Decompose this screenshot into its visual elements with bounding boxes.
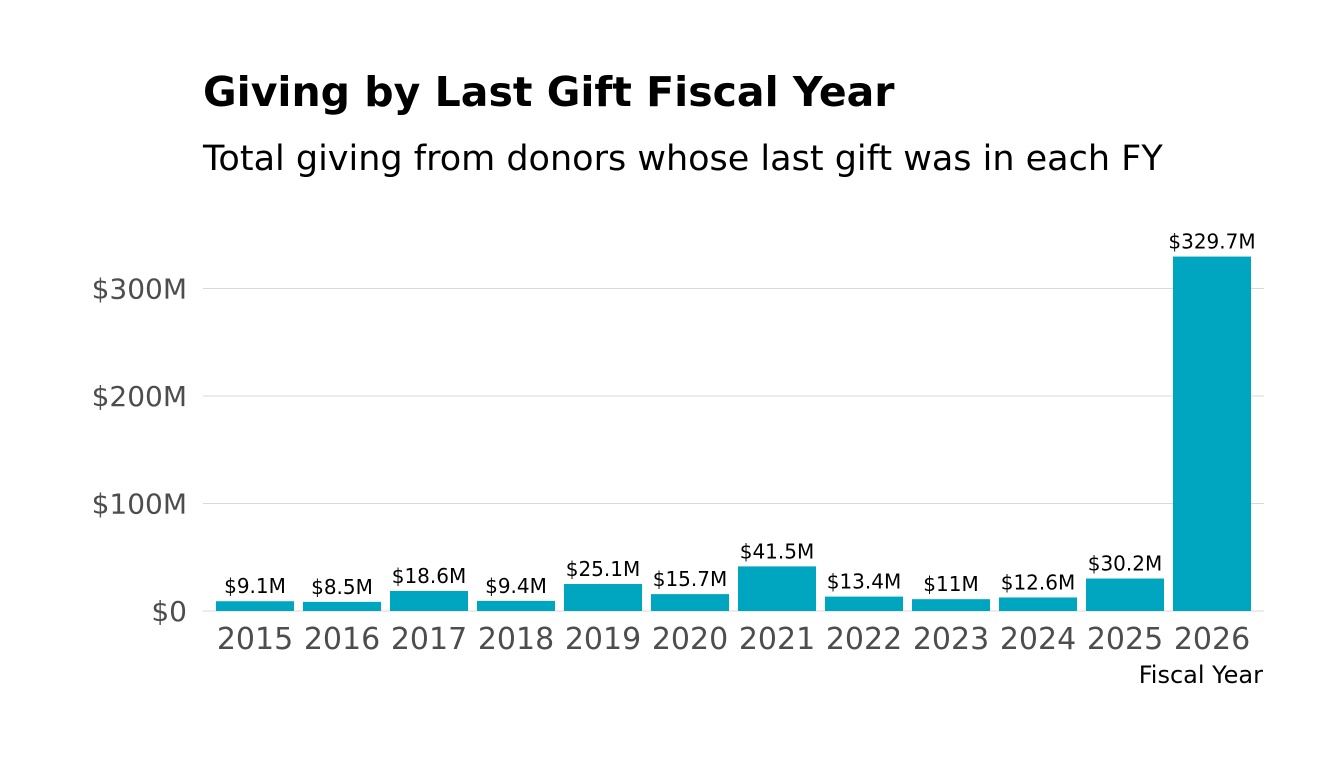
x-tick-label: 2016 <box>304 622 380 657</box>
x-tick-label: 2018 <box>478 622 554 657</box>
bar-2025 <box>1086 578 1164 611</box>
bars <box>216 256 1251 611</box>
x-tick-label: 2024 <box>1000 622 1076 657</box>
bar-2015 <box>216 601 294 611</box>
data-label: $18.6M <box>392 564 467 588</box>
chart-subtitle: Total giving from donors whose last gift… <box>203 139 1163 179</box>
x-tick-label: 2020 <box>652 622 728 657</box>
x-axis-ticks: 2015 2016 2017 2018 2019 2020 2021 2022 2023 2024… <box>217 622 1250 657</box>
bar-2016 <box>303 601 381 611</box>
x-tick-label: 2026 <box>1174 622 1250 657</box>
x-tick-label: 2022 <box>826 622 902 657</box>
bar-2022 <box>825 596 903 611</box>
x-tick-label: 2017 <box>391 622 467 657</box>
x-axis-title: Fiscal Year <box>1139 661 1263 689</box>
data-label: $8.5M <box>311 575 373 599</box>
data-labels: $9.1M $8.5M $18.6M $9.4M $25.1M $15.7M $41.5M $… <box>224 230 1256 599</box>
bar-2024 <box>999 597 1077 611</box>
data-label: $15.7M <box>653 567 728 591</box>
bar-2023 <box>912 599 990 611</box>
x-tick-label: 2023 <box>913 622 989 657</box>
data-label: $25.1M <box>566 557 641 581</box>
bar-2018 <box>477 600 555 611</box>
x-tick-label: 2015 <box>217 622 293 657</box>
y-tick-label: $100M <box>92 488 187 521</box>
bar-2020 <box>651 594 729 611</box>
data-label: $41.5M <box>740 539 815 563</box>
data-label: $9.4M <box>485 574 547 598</box>
chart-title: Giving by Last Gift Fiscal Year <box>203 68 895 116</box>
bar-2017 <box>390 591 468 611</box>
y-tick-label: $0 <box>151 595 187 628</box>
data-label: $13.4M <box>827 570 902 594</box>
x-tick-label: 2025 <box>1087 622 1163 657</box>
data-label: $11M <box>923 572 978 596</box>
y-tick-label: $300M <box>92 273 187 306</box>
x-tick-label: 2021 <box>739 622 815 657</box>
bar-2019 <box>564 584 642 611</box>
data-label: $9.1M <box>224 574 286 598</box>
data-label: $12.6M <box>1001 570 1076 594</box>
bar-2021 <box>738 566 816 611</box>
x-tick-label: 2019 <box>565 622 641 657</box>
data-label: $30.2M <box>1088 552 1163 576</box>
y-tick-label: $200M <box>92 380 187 413</box>
bar-2026 <box>1173 256 1251 611</box>
data-label: $329.7M <box>1168 230 1255 254</box>
y-axis-ticks: $0 $100M $200M $300M <box>92 273 187 629</box>
